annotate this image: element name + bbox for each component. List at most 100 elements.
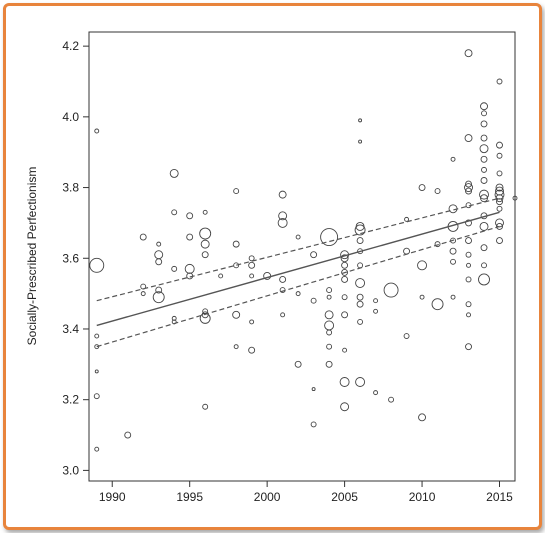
data-point (495, 183, 504, 192)
data-point (341, 261, 349, 269)
data-point (450, 294, 456, 300)
data-point (465, 251, 472, 258)
data-point (200, 239, 210, 249)
data-point (354, 224, 366, 236)
plot-area-box (88, 31, 516, 482)
data-point (277, 217, 288, 228)
data-point (465, 343, 472, 351)
data-point (233, 188, 240, 195)
data-point (465, 187, 472, 195)
data-point (326, 343, 333, 350)
data-point (496, 205, 503, 212)
data-point (278, 211, 288, 221)
data-point (202, 403, 209, 410)
x-tick-label: 2015 (486, 490, 513, 504)
data-point (480, 155, 488, 163)
data-point (388, 396, 395, 403)
data-point (418, 184, 426, 192)
data-point (184, 263, 195, 274)
y-tick-label: 3.2 (62, 393, 79, 407)
data-point (479, 144, 489, 154)
data-point (465, 276, 472, 283)
data-point (418, 413, 427, 422)
data-point (465, 219, 472, 227)
data-point (155, 258, 163, 266)
data-point (358, 118, 363, 123)
data-point (355, 377, 366, 387)
data-point (325, 360, 333, 368)
data-point (233, 262, 240, 269)
data-point (186, 233, 194, 241)
data-point (89, 257, 105, 273)
data-point (199, 312, 211, 324)
data-point (450, 156, 456, 162)
data-point (450, 258, 456, 265)
data-point (358, 139, 363, 144)
data-point (155, 286, 163, 294)
data-point (356, 300, 364, 308)
data-point (480, 177, 488, 184)
data-point (434, 188, 441, 195)
data-point (248, 255, 255, 262)
figure-frame (3, 3, 542, 530)
data-point (169, 168, 179, 178)
data-point (496, 141, 503, 149)
data-point (464, 183, 473, 193)
data-point (356, 237, 364, 245)
x-tick-label: 2005 (331, 490, 358, 504)
data-point (341, 311, 349, 319)
data-point (279, 276, 287, 283)
data-point (249, 319, 255, 325)
regression-line (96, 211, 500, 327)
data-point (465, 301, 472, 308)
data-point (94, 333, 100, 339)
data-point (464, 49, 473, 58)
data-point (355, 221, 365, 231)
y-tick-label: 3.8 (62, 181, 79, 195)
data-point (479, 189, 489, 200)
data-point (340, 254, 349, 263)
data-point (310, 421, 317, 428)
data-point (199, 227, 212, 240)
data-point (171, 209, 178, 216)
data-point (340, 402, 350, 412)
data-point (152, 291, 165, 304)
data-point (248, 261, 256, 269)
data-point (233, 344, 239, 350)
data-point (232, 310, 241, 319)
data-point (496, 170, 503, 177)
y-tick-label: 4.2 (62, 39, 79, 53)
data-point (342, 347, 348, 353)
data-point (417, 260, 428, 271)
data-point (326, 329, 333, 336)
data-point (480, 120, 488, 128)
ci-lower-line (96, 225, 500, 348)
data-point (404, 216, 410, 222)
data-point (94, 446, 100, 452)
data-point (373, 308, 379, 314)
x-tick-label: 2010 (409, 490, 436, 504)
data-point (481, 110, 487, 117)
regression-lines (96, 197, 500, 348)
data-point (278, 190, 287, 199)
data-point (434, 241, 441, 248)
data-point (495, 194, 504, 203)
data-point (171, 265, 178, 272)
data-point (465, 180, 472, 188)
data-point (294, 360, 302, 368)
x-tick-label: 1990 (99, 490, 126, 504)
data-point (201, 251, 209, 259)
data-point (373, 298, 379, 304)
data-point (496, 78, 503, 85)
data-point (341, 268, 349, 276)
data-point (383, 282, 399, 298)
data-point (324, 310, 334, 320)
data-point (249, 273, 255, 279)
y-tick-label: 4.0 (62, 110, 79, 124)
data-point (357, 318, 364, 325)
data-point (496, 198, 503, 206)
data-point (202, 209, 208, 215)
data-point (124, 431, 132, 439)
data-point (94, 369, 99, 374)
